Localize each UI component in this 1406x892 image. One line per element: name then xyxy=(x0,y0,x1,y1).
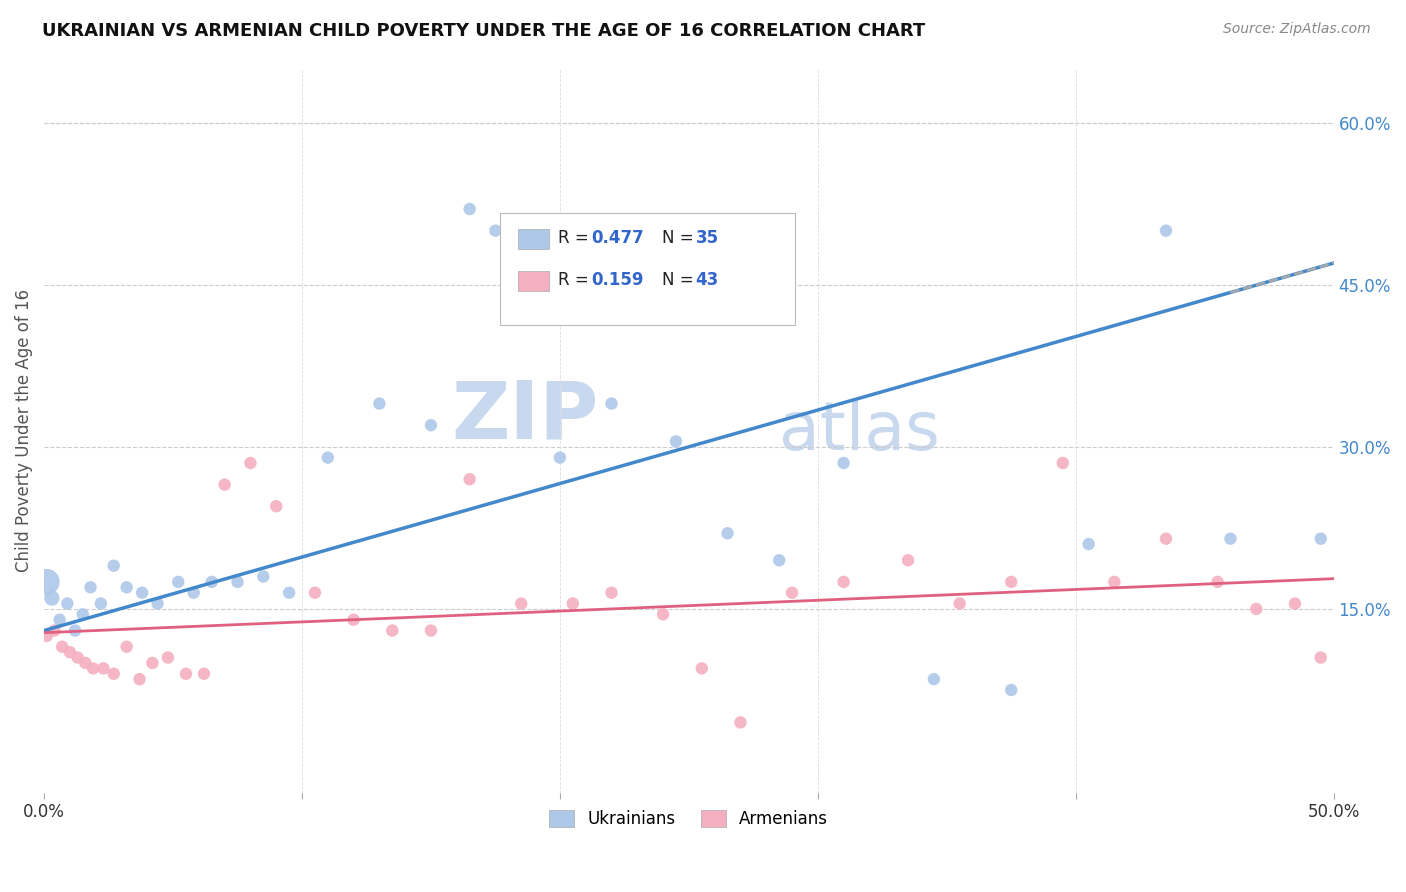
Point xyxy=(131,585,153,599)
Y-axis label: Child Poverty Under the Age of 16: Child Poverty Under the Age of 16 xyxy=(15,289,32,572)
Point xyxy=(193,666,215,681)
Text: ZIP: ZIP xyxy=(451,377,599,455)
Point xyxy=(1104,574,1126,589)
Point xyxy=(174,666,197,681)
Point xyxy=(600,585,623,599)
Point xyxy=(56,597,79,611)
Point xyxy=(226,574,249,589)
Point xyxy=(561,597,583,611)
Point xyxy=(1077,537,1099,551)
Point xyxy=(103,666,125,681)
Point xyxy=(730,715,752,730)
Point xyxy=(832,456,855,470)
Point xyxy=(115,580,138,594)
Point xyxy=(510,597,533,611)
Point xyxy=(35,574,58,589)
Point xyxy=(1154,224,1177,238)
Point xyxy=(156,650,179,665)
Point xyxy=(690,661,713,675)
Point xyxy=(780,585,803,599)
Point xyxy=(548,450,571,465)
Point xyxy=(239,456,262,470)
Point xyxy=(252,569,274,583)
Text: Source: ZipAtlas.com: Source: ZipAtlas.com xyxy=(1223,22,1371,37)
Point xyxy=(458,472,481,486)
Point xyxy=(1309,532,1331,546)
Point xyxy=(48,613,70,627)
Text: 0.477: 0.477 xyxy=(592,229,644,247)
Point xyxy=(949,597,972,611)
Text: 35: 35 xyxy=(696,229,718,247)
Text: N =: N = xyxy=(662,271,699,289)
Point xyxy=(316,450,339,465)
Point xyxy=(368,396,391,410)
Point xyxy=(141,656,163,670)
Point xyxy=(420,418,443,433)
Point xyxy=(458,202,481,216)
Point xyxy=(103,558,125,573)
Point xyxy=(652,607,675,622)
Point xyxy=(63,624,86,638)
Legend: Ukrainians, Armenians: Ukrainians, Armenians xyxy=(543,804,835,835)
Point xyxy=(1052,456,1074,470)
Point xyxy=(381,624,404,638)
Point xyxy=(832,574,855,589)
Point xyxy=(90,597,112,611)
Point xyxy=(1309,650,1331,665)
Point xyxy=(214,477,236,491)
Point xyxy=(1154,532,1177,546)
Point xyxy=(304,585,326,599)
Point xyxy=(79,580,101,594)
Point xyxy=(1246,602,1268,616)
Text: R =: R = xyxy=(558,229,593,247)
Point xyxy=(922,672,945,686)
Point xyxy=(1361,715,1384,730)
Point xyxy=(768,553,790,567)
Point xyxy=(167,574,190,589)
Text: UKRAINIAN VS ARMENIAN CHILD POVERTY UNDER THE AGE OF 16 CORRELATION CHART: UKRAINIAN VS ARMENIAN CHILD POVERTY UNDE… xyxy=(42,22,925,40)
Point xyxy=(35,629,58,643)
Point xyxy=(1000,574,1022,589)
Point xyxy=(665,434,688,449)
Text: 0.159: 0.159 xyxy=(592,271,644,289)
Point xyxy=(342,613,364,627)
Point xyxy=(44,624,66,638)
Point xyxy=(716,526,738,541)
Point xyxy=(66,650,89,665)
Point xyxy=(72,607,94,622)
Point xyxy=(600,396,623,410)
Point xyxy=(115,640,138,654)
Point xyxy=(51,640,73,654)
Point xyxy=(1206,574,1229,589)
Point xyxy=(41,591,63,606)
Point xyxy=(75,656,97,670)
Point xyxy=(484,224,506,238)
Point xyxy=(93,661,115,675)
Text: N =: N = xyxy=(662,229,699,247)
Text: R =: R = xyxy=(558,271,593,289)
Point xyxy=(201,574,224,589)
Point xyxy=(1284,597,1306,611)
Point xyxy=(278,585,301,599)
Point xyxy=(183,585,205,599)
Point xyxy=(82,661,104,675)
Text: atlas: atlas xyxy=(779,398,941,464)
Point xyxy=(1336,705,1358,719)
Point xyxy=(146,597,169,611)
Point xyxy=(264,500,287,514)
Point xyxy=(59,645,82,659)
Point xyxy=(897,553,920,567)
Point xyxy=(128,672,150,686)
Point xyxy=(1000,683,1022,698)
Text: 43: 43 xyxy=(696,271,718,289)
Point xyxy=(1219,532,1241,546)
Point xyxy=(420,624,443,638)
